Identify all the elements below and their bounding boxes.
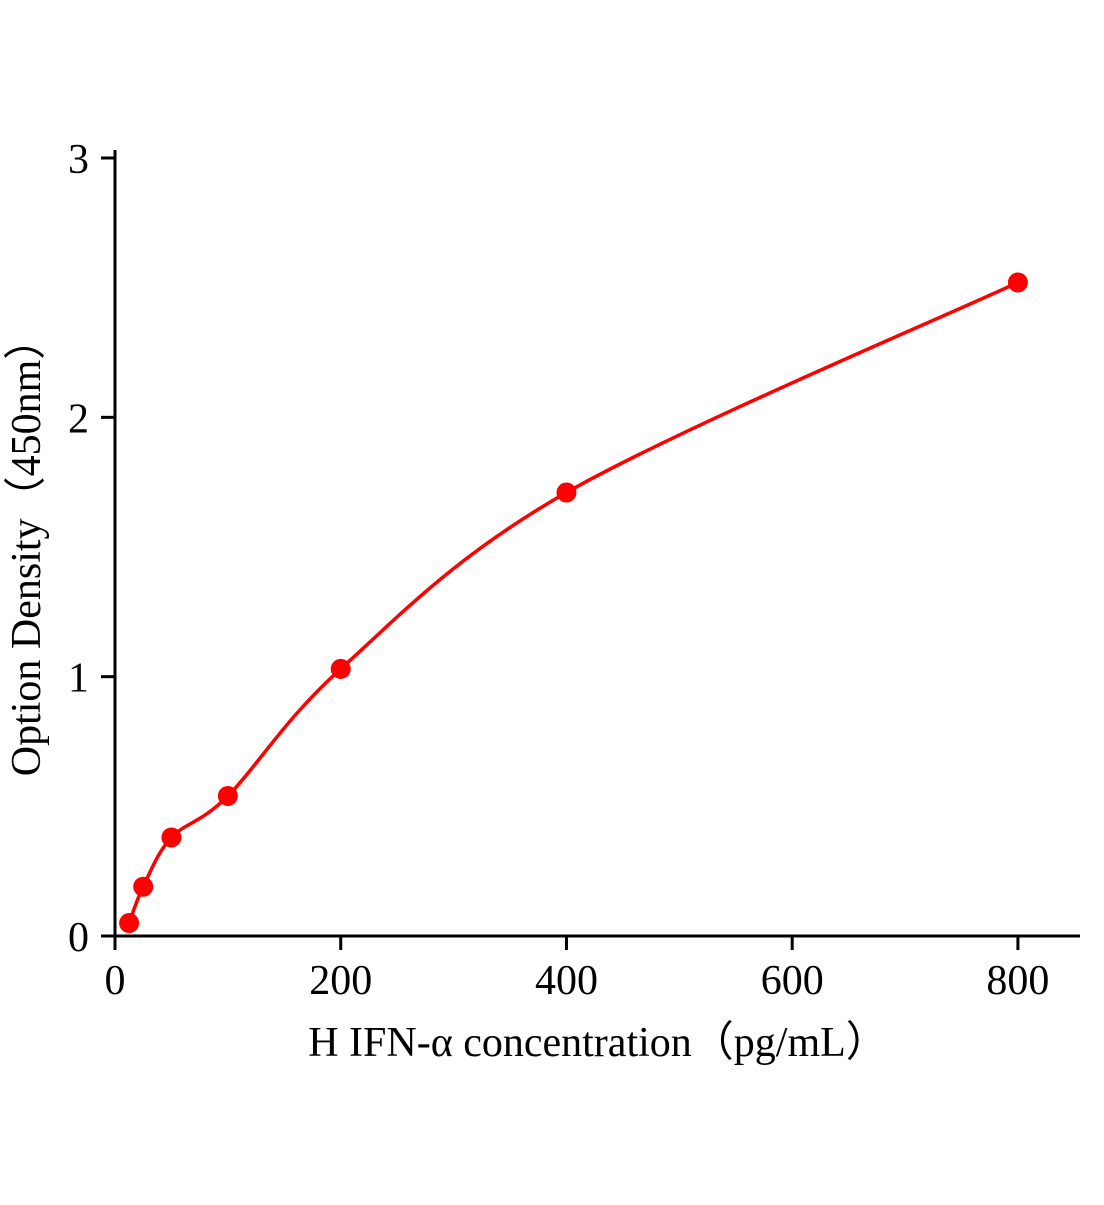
x-tick-label: 400 [535,958,598,1004]
y-tick-label: 0 [68,915,89,961]
x-tick-label: 200 [309,958,372,1004]
y-tick-label: 2 [68,396,89,442]
data-point [161,827,182,848]
data-point [556,482,577,503]
data-point [133,876,154,897]
data-point [1007,272,1028,293]
data-point [330,658,351,679]
plot-area: 0 200 400 600 800 0 1 2 3 [68,137,1080,1004]
x-axis-title: H IFN-α concentration（pg/mL） [308,1020,888,1066]
data-point [217,785,238,806]
y-axis-title: Option Density（450nm） [4,318,50,777]
y-tick-label: 3 [68,137,89,183]
x-tick-label: 800 [986,958,1049,1004]
fit-curve [127,280,1020,925]
axes-lines [113,150,1080,938]
data-point [119,913,140,934]
x-tick-label: 0 [105,958,126,1004]
x-tick-label: 600 [761,958,824,1004]
y-tick-label: 1 [68,656,89,702]
